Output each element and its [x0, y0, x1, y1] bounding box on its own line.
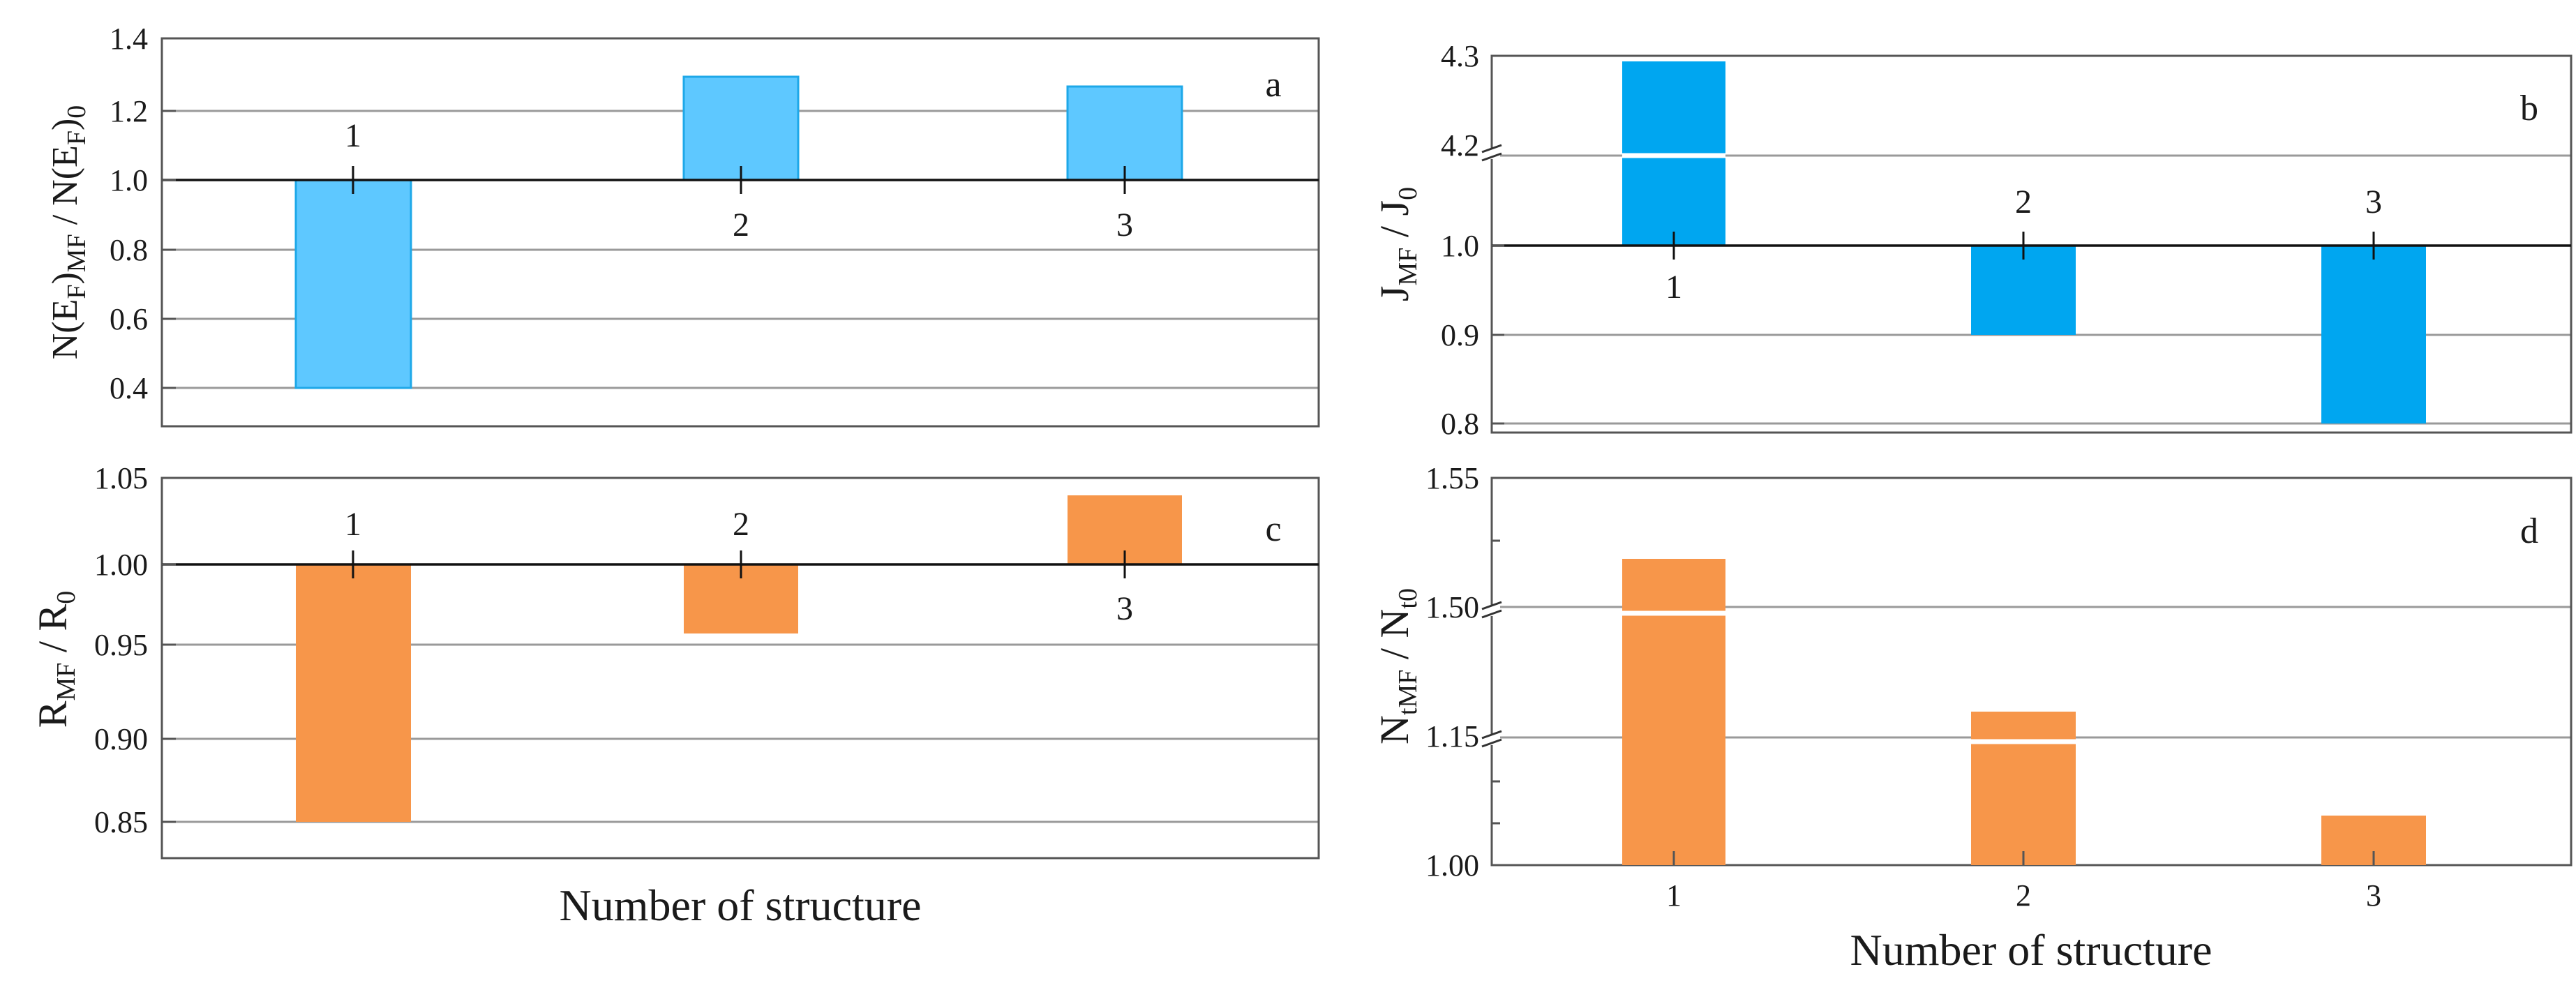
panel-c-ylabel: RMF / R0	[30, 591, 81, 728]
panel-c-category-label: 3	[1116, 590, 1133, 627]
panel-b-category-label: 1	[1665, 269, 1682, 306]
panel-d-letter: d	[2520, 511, 2538, 551]
panel-c-xlabel: Number of structure	[560, 880, 922, 930]
panel-a-category-label: 2	[733, 207, 749, 243]
panel-c-bar-1	[296, 564, 411, 822]
panel-a-bar-3	[1066, 85, 1183, 181]
panel-a: 1.4 1.2 1.0 0.8 0.6 0.4 1 2 3 a N(EF)MF …	[45, 22, 1320, 428]
panel-b-ytick-label: 4.3	[1441, 39, 1479, 73]
panel-b-bar-3	[2321, 246, 2426, 423]
panel-a-ytick-label: 0.6	[110, 302, 148, 336]
panel-b-axis-break-mark	[1481, 144, 1502, 153]
panel-b-axis-break-mark	[1481, 152, 1502, 162]
panel-a-category-label: 3	[1116, 207, 1133, 243]
panel-d-xlabel: Number of structure	[1850, 925, 2212, 975]
panel-d-ytick-label: 1.55	[1425, 461, 1479, 495]
panel-b-ylabel: JMF / J0	[1372, 187, 1423, 301]
panel-a-frame	[160, 37, 1320, 428]
panel-d-axis-break-mark	[1481, 609, 1502, 619]
panel-c-ytick-label: 0.85	[94, 805, 148, 839]
panel-c-ytick-label: 0.95	[94, 628, 148, 662]
panel-b-ytick-label: 0.9	[1441, 318, 1479, 352]
panel-d-ylabel: NtMF / Nt0	[1372, 588, 1423, 744]
panel-b-category-label: 3	[2365, 183, 2382, 220]
panel-d-xtick-label: 1	[1666, 878, 1682, 913]
panel-a-ylabel: N(EF)MF / N(EF)0	[45, 105, 91, 360]
panel-a-ytick-label: 0.4	[110, 371, 148, 405]
panel-a-ytick-label: 1.4	[110, 22, 148, 56]
panel-b: 4.3 4.2 1.0 0.9 0.8 1 2 3 b JMF / J0	[1372, 39, 2573, 441]
panel-c-letter: c	[1265, 509, 1281, 549]
panel-a-ytick-label: 0.8	[110, 233, 148, 267]
panel-d-xtick-label: 2	[2016, 878, 2031, 913]
panel-b-ytick-label: 0.8	[1441, 407, 1479, 441]
panel-d-ytick-label: 1.50	[1425, 590, 1479, 624]
panel-b-category-label: 2	[2015, 183, 2032, 220]
panel-c-category-label: 1	[345, 506, 361, 543]
panel-c-frame	[160, 477, 1320, 860]
panel-d-ytick-label: 1.00	[1425, 848, 1479, 883]
panel-a-bar-2	[682, 75, 800, 181]
panel-b-ytick-label: 4.2	[1441, 128, 1479, 163]
panel-c-ytick-label: 0.90	[94, 722, 148, 756]
panel-d-axis-break-mark	[1481, 738, 1502, 748]
panel-c-ytick-label: 1.05	[94, 461, 148, 495]
panel-a-letter: a	[1265, 65, 1281, 105]
panel-c: 1.05 1.00 0.95 0.90 0.85 1 2 3 c RMF / R…	[30, 461, 1320, 930]
panel-b-ytick-label: 1.0	[1441, 229, 1479, 263]
panel-b-letter: b	[2520, 89, 2538, 128]
panel-b-frame	[1490, 54, 2573, 434]
panel-c-category-label: 2	[733, 506, 749, 543]
panel-d-bar-1	[1622, 559, 1725, 865]
panel-d: 1.55 1.50 1.15 1.00 1 2 3 d NtMF / Nt0 N…	[1372, 461, 2573, 975]
panel-d-axis-break-mark	[1481, 730, 1502, 740]
panel-d-ytick-label: 1.15	[1425, 719, 1479, 753]
panel-c-ytick-label: 1.00	[94, 548, 148, 582]
panel-b-bar-2	[1971, 246, 2076, 335]
panel-a-ytick-label: 1.0	[110, 163, 148, 197]
panel-a-bar-1	[294, 179, 412, 389]
panel-a-category-label: 1	[345, 117, 361, 154]
panel-a-ytick-label: 1.2	[110, 94, 148, 128]
panel-d-xtick-label: 3	[2366, 878, 2381, 913]
panel-d-bar-2	[1971, 712, 2076, 865]
panel-d-axis-break-mark	[1481, 601, 1502, 610]
